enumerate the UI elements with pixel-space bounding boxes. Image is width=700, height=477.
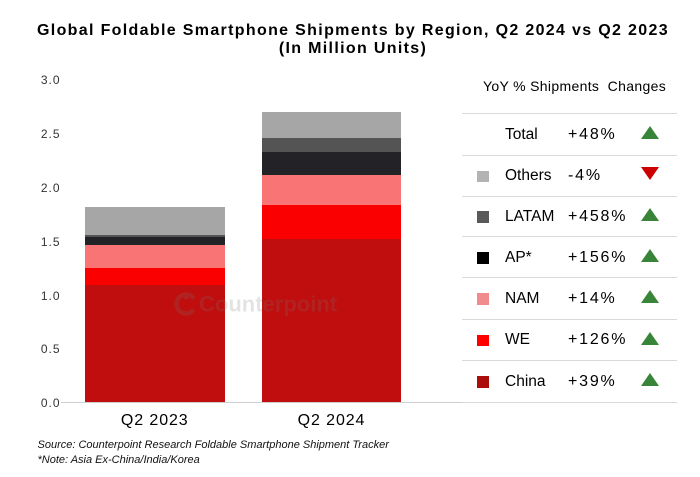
svg-text:Counterpoint: Counterpoint [199, 291, 338, 316]
